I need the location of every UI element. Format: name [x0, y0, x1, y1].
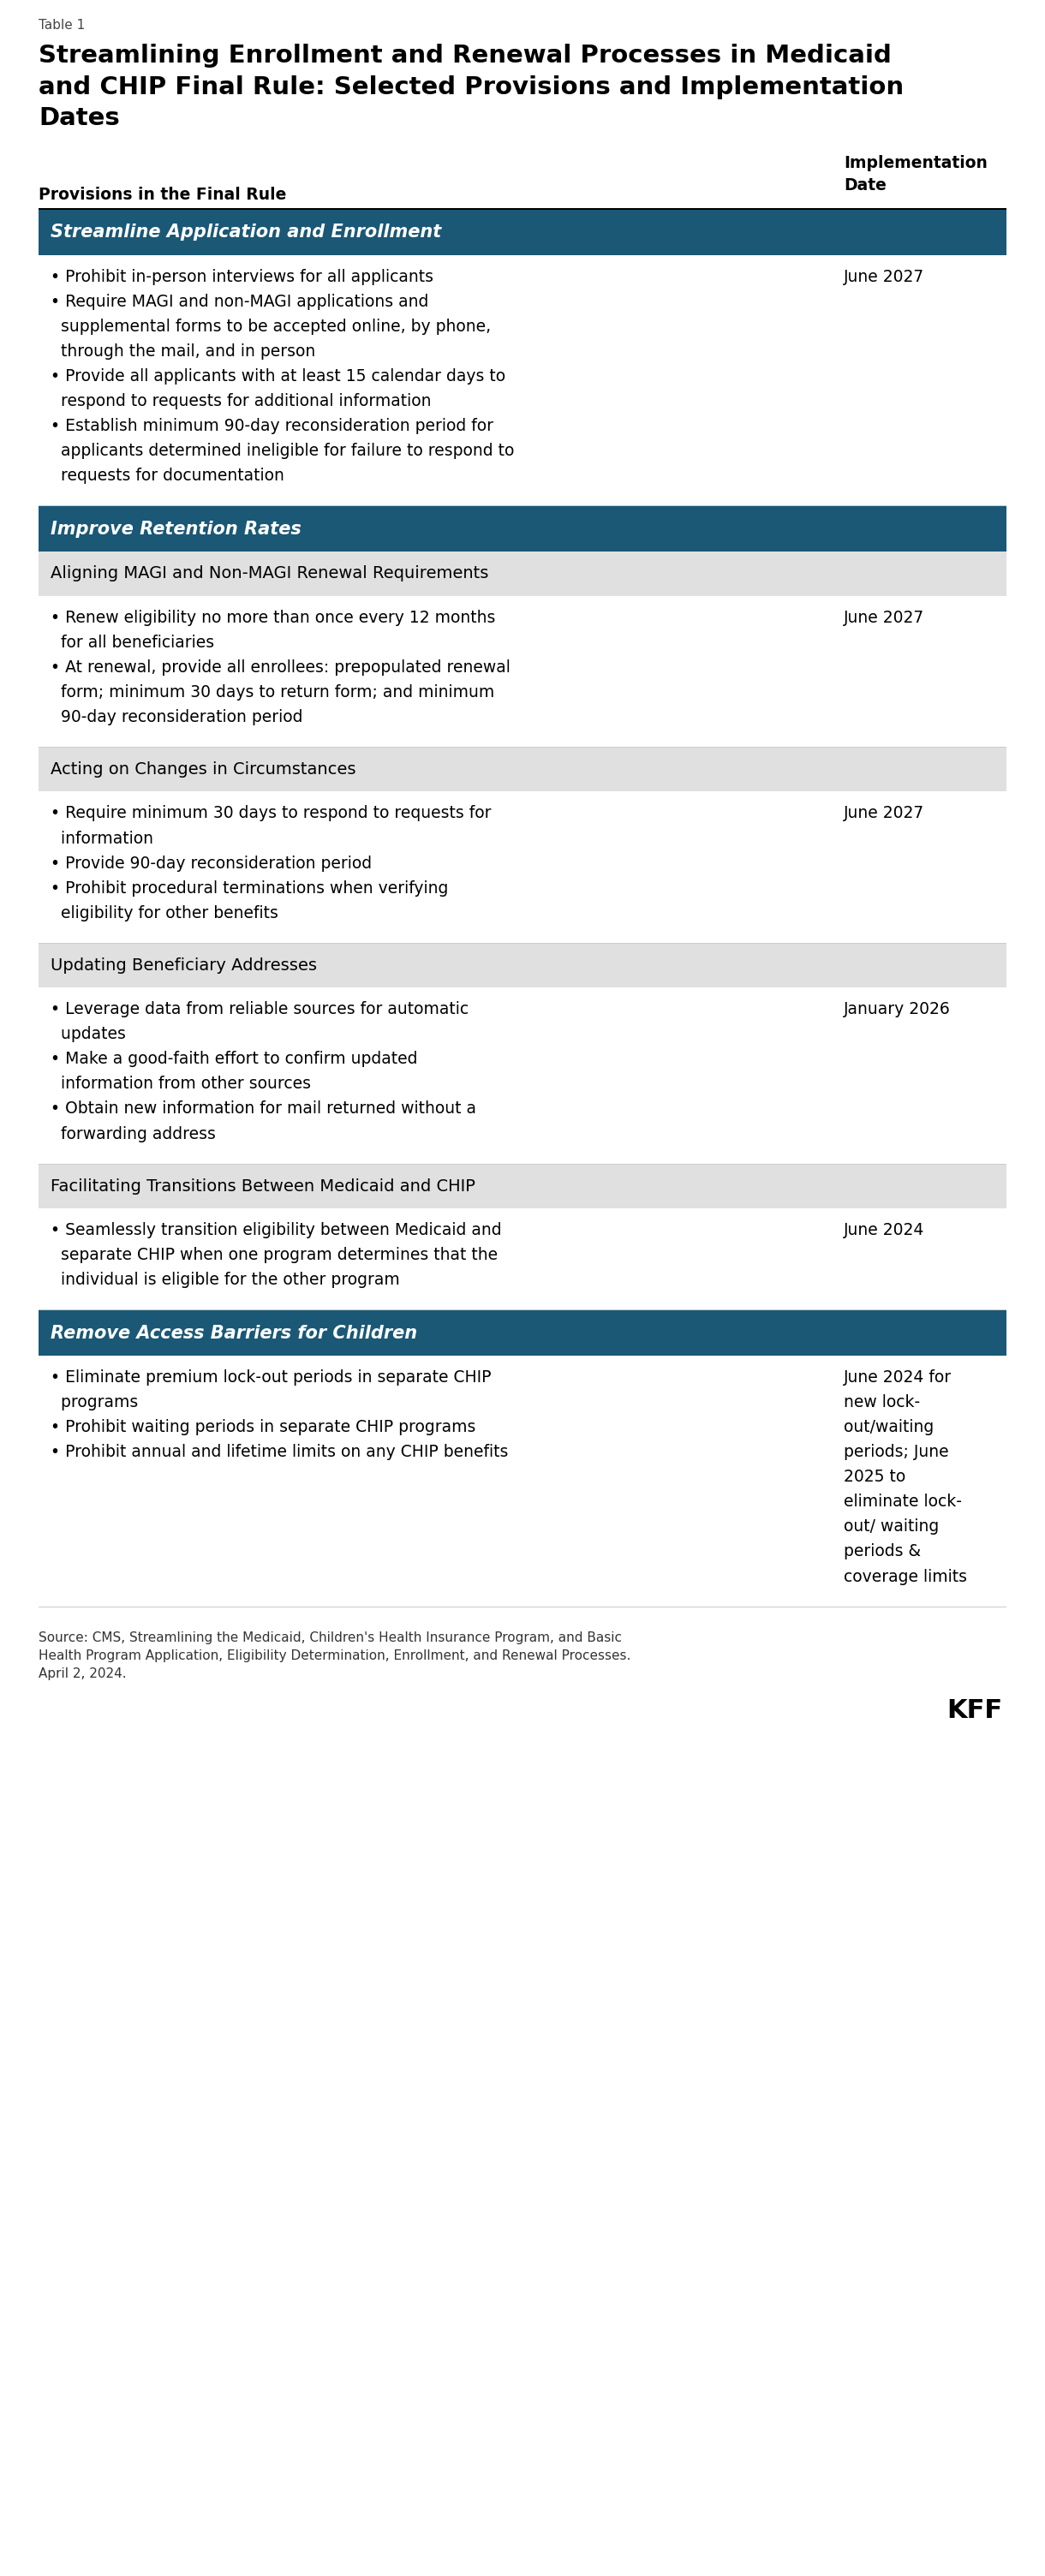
Text: June 2027: June 2027 — [843, 611, 925, 626]
Text: January 2026: January 2026 — [843, 1002, 951, 1018]
Bar — [39, 747, 1006, 791]
Text: information: information — [50, 829, 154, 848]
Text: Acting on Changes in Circumstances: Acting on Changes in Circumstances — [50, 762, 356, 778]
Text: June 2024 for: June 2024 for — [843, 1370, 952, 1386]
Text: Updating Beneficiary Addresses: Updating Beneficiary Addresses — [50, 958, 317, 974]
Bar — [39, 595, 1006, 747]
Text: information from other sources: information from other sources — [50, 1077, 311, 1092]
Text: Aligning MAGI and Non-MAGI Renewal Requirements: Aligning MAGI and Non-MAGI Renewal Requi… — [50, 567, 489, 582]
Text: • Require MAGI and non-MAGI applications and: • Require MAGI and non-MAGI applications… — [50, 294, 428, 309]
Text: supplemental forms to be accepted online, by phone,: supplemental forms to be accepted online… — [50, 319, 491, 335]
Text: coverage limits: coverage limits — [843, 1569, 967, 1584]
Text: eligibility for other benefits: eligibility for other benefits — [50, 904, 278, 922]
Bar — [39, 943, 1006, 987]
Text: requests for documentation: requests for documentation — [50, 469, 284, 484]
Bar — [39, 1164, 1006, 1208]
Text: • Establish minimum 90-day reconsideration period for: • Establish minimum 90-day reconsiderati… — [50, 417, 493, 435]
Text: Streamlining Enrollment and Renewal Processes in Medicaid: Streamlining Enrollment and Renewal Proc… — [39, 44, 891, 67]
Bar — [39, 507, 1006, 551]
Text: out/ waiting: out/ waiting — [843, 1520, 939, 1535]
Text: Remove Access Barriers for Children: Remove Access Barriers for Children — [50, 1324, 417, 1342]
Text: June 2024: June 2024 — [843, 1221, 925, 1239]
Text: eliminate lock-: eliminate lock- — [843, 1494, 961, 1510]
Text: • Make a good-faith effort to confirm updated: • Make a good-faith effort to confirm up… — [50, 1051, 418, 1066]
Text: • Obtain new information for mail returned without a: • Obtain new information for mail return… — [50, 1100, 477, 1118]
Text: and CHIP Final Rule: Selected Provisions and Implementation: and CHIP Final Rule: Selected Provisions… — [39, 75, 904, 100]
Text: Streamline Application and Enrollment: Streamline Application and Enrollment — [50, 224, 441, 242]
Text: • Provide all applicants with at least 15 calendar days to: • Provide all applicants with at least 1… — [50, 368, 506, 384]
Text: • Provide 90-day reconsideration period: • Provide 90-day reconsideration period — [50, 855, 372, 871]
Text: updates: updates — [50, 1025, 125, 1043]
Bar — [39, 987, 1006, 1164]
Text: applicants determined ineligible for failure to respond to: applicants determined ineligible for fai… — [50, 443, 514, 459]
Text: • Seamlessly transition eligibility between Medicaid and: • Seamlessly transition eligibility betw… — [50, 1221, 502, 1239]
Text: Improve Retention Rates: Improve Retention Rates — [50, 520, 301, 538]
Text: June 2027: June 2027 — [843, 268, 925, 286]
Text: Source: CMS, Streamlining the Medicaid, Children's Health Insurance Program, and: Source: CMS, Streamlining the Medicaid, … — [39, 1631, 631, 1680]
Bar — [39, 255, 1006, 507]
Text: 90-day reconsideration period: 90-day reconsideration period — [50, 708, 303, 726]
Text: • Prohibit annual and lifetime limits on any CHIP benefits: • Prohibit annual and lifetime limits on… — [50, 1445, 508, 1461]
Bar — [39, 209, 1006, 255]
Text: • Prohibit procedural terminations when verifying: • Prohibit procedural terminations when … — [50, 881, 448, 896]
Bar — [39, 1208, 1006, 1311]
Text: Provisions in the Final Rule: Provisions in the Final Rule — [39, 188, 286, 204]
Text: new lock-: new lock- — [843, 1394, 920, 1412]
Text: • Leverage data from reliable sources for automatic: • Leverage data from reliable sources fo… — [50, 1002, 468, 1018]
Text: Facilitating Transitions Between Medicaid and CHIP: Facilitating Transitions Between Medicai… — [50, 1177, 475, 1195]
Text: for all beneficiaries: for all beneficiaries — [50, 634, 214, 652]
Text: Table 1: Table 1 — [39, 18, 85, 31]
Text: through the mail, and in person: through the mail, and in person — [50, 343, 316, 361]
Text: separate CHIP when one program determines that the: separate CHIP when one program determine… — [50, 1247, 497, 1262]
Text: • Prohibit in-person interviews for all applicants: • Prohibit in-person interviews for all … — [50, 268, 434, 286]
Text: • Renew eligibility no more than once every 12 months: • Renew eligibility no more than once ev… — [50, 611, 495, 626]
Text: KFF: KFF — [947, 1698, 1002, 1723]
Text: • Require minimum 30 days to respond to requests for: • Require minimum 30 days to respond to … — [50, 806, 491, 822]
Text: • Prohibit waiting periods in separate CHIP programs: • Prohibit waiting periods in separate C… — [50, 1419, 475, 1435]
Text: periods; June: periods; June — [843, 1445, 949, 1461]
Bar — [39, 791, 1006, 943]
Text: individual is eligible for the other program: individual is eligible for the other pro… — [50, 1273, 400, 1288]
Text: June 2027: June 2027 — [843, 806, 925, 822]
Text: respond to requests for additional information: respond to requests for additional infor… — [50, 394, 432, 410]
Text: • At renewal, provide all enrollees: prepopulated renewal: • At renewal, provide all enrollees: pre… — [50, 659, 510, 675]
Bar — [39, 551, 1006, 595]
Bar — [39, 1311, 1006, 1355]
Text: • Eliminate premium lock-out periods in separate CHIP: • Eliminate premium lock-out periods in … — [50, 1370, 491, 1386]
Text: periods &: periods & — [843, 1543, 921, 1561]
Text: Implementation
Date: Implementation Date — [843, 155, 988, 193]
Text: programs: programs — [50, 1394, 138, 1412]
Text: form; minimum 30 days to return form; and minimum: form; minimum 30 days to return form; an… — [50, 685, 494, 701]
Bar — [39, 1355, 1006, 1607]
Text: Dates: Dates — [39, 106, 120, 131]
Text: 2025 to: 2025 to — [843, 1468, 906, 1486]
Text: forwarding address: forwarding address — [50, 1126, 215, 1141]
Text: out/waiting: out/waiting — [843, 1419, 934, 1435]
